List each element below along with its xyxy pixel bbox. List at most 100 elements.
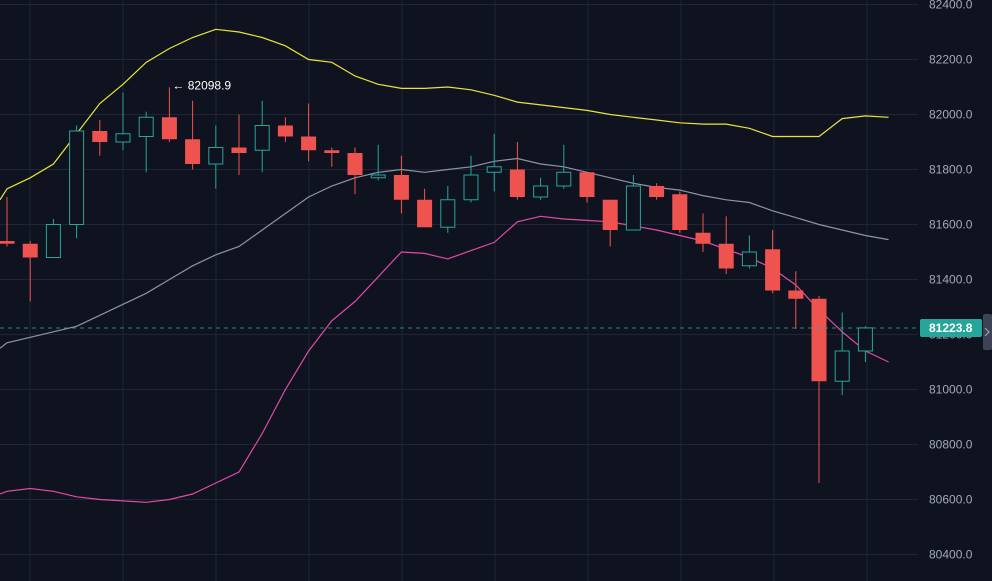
candle-body (69, 130, 85, 225)
candle[interactable] (254, 100, 270, 173)
candle-body (718, 243, 734, 269)
candle[interactable] (625, 175, 641, 231)
candle[interactable] (69, 125, 85, 239)
candle[interactable] (672, 191, 688, 233)
candle-body (231, 147, 247, 153)
axis-scroll-arrow-icon (984, 327, 990, 337)
candle[interactable] (556, 144, 572, 189)
candle[interactable] (533, 177, 549, 200)
current-price-tag-background (920, 318, 982, 337)
axis-scroll-handle[interactable] (983, 314, 992, 350)
candle-body (602, 199, 618, 230)
candle-body (115, 133, 131, 143)
candle[interactable] (463, 155, 479, 203)
candle-body (301, 136, 317, 151)
y-tick-label: 81000.0 (929, 383, 973, 397)
candle[interactable] (370, 144, 386, 181)
candle[interactable] (417, 188, 433, 228)
candle[interactable] (440, 186, 456, 233)
y-tick-label: 82000.0 (929, 108, 973, 122)
lower-band-line (0, 215, 889, 503)
candle-body (324, 150, 340, 153)
candle[interactable] (509, 142, 525, 200)
candle[interactable] (602, 199, 618, 247)
candle[interactable] (741, 235, 757, 269)
candle-body (45, 224, 61, 258)
candle[interactable] (393, 155, 409, 214)
candle-body (277, 125, 293, 137)
candle-body (509, 169, 525, 197)
candle[interactable] (92, 120, 108, 156)
candle[interactable] (486, 133, 502, 192)
candle-body (440, 199, 456, 228)
candle-body (765, 249, 781, 291)
y-tick-label: 80400.0 (929, 548, 973, 562)
candle-body (161, 117, 177, 140)
candle[interactable] (185, 100, 201, 170)
y-tick-label: 81800.0 (929, 163, 973, 177)
candle-body (695, 232, 711, 244)
candle-body (370, 174, 386, 179)
high-marker-label: ← 82098.9 (172, 78, 231, 92)
y-tick-label: 80600.0 (929, 493, 973, 507)
y-tick-label: 82200.0 (929, 53, 973, 67)
candle-body (417, 199, 433, 228)
candle[interactable] (695, 213, 711, 253)
candle-body (347, 153, 363, 175)
candle[interactable] (649, 183, 665, 200)
candle-body (579, 172, 595, 197)
candle-body (788, 290, 804, 299)
candle[interactable] (765, 230, 781, 294)
candle[interactable] (277, 117, 293, 142)
candle[interactable] (301, 103, 317, 162)
candle-body (486, 166, 502, 173)
candle[interactable] (161, 87, 177, 142)
y-tick-label: 80800.0 (929, 438, 973, 452)
candle-body (857, 327, 873, 352)
candle[interactable] (324, 147, 340, 167)
candle[interactable] (138, 111, 154, 173)
candle-body (393, 175, 409, 200)
horizontal-gridlines (0, 4, 918, 555)
candle-body (22, 243, 38, 258)
candle[interactable] (208, 125, 224, 189)
candle-body (0, 241, 15, 244)
y-tick-label: 82400.0 (929, 0, 973, 12)
candle[interactable] (788, 271, 804, 329)
candle-body (533, 185, 549, 198)
candle[interactable] (811, 296, 827, 483)
candle[interactable] (857, 326, 873, 362)
candles-group (0, 87, 873, 483)
candle[interactable] (834, 312, 850, 396)
y-tick-label: 81400.0 (929, 273, 973, 287)
bollinger-bands (0, 28, 889, 503)
current-price-tag: 81223.8 (920, 318, 982, 337)
candle[interactable] (579, 172, 595, 203)
candle[interactable] (45, 219, 61, 258)
candle-body (185, 139, 201, 164)
high-marker: ← 82098.9 (172, 78, 231, 92)
candle[interactable] (115, 92, 131, 151)
candle-body (811, 298, 827, 382)
middle-band-line (0, 157, 889, 349)
candle-body (672, 194, 688, 230)
candle-body (649, 186, 665, 197)
candle-body (625, 185, 641, 231)
upper-band-line (0, 28, 889, 201)
candle[interactable] (347, 147, 363, 195)
candle-body (741, 251, 757, 267)
y-tick-label: 81600.0 (929, 218, 973, 232)
candle-body (138, 116, 154, 137)
candle-body (834, 350, 850, 382)
candle-body (254, 125, 270, 151)
candle-body (208, 147, 224, 165)
candle[interactable] (718, 216, 734, 274)
candle[interactable] (22, 241, 38, 302)
candle[interactable] (231, 114, 247, 176)
candle-body (556, 171, 572, 187)
candle-body (463, 174, 479, 201)
candle[interactable] (0, 197, 15, 247)
current-price-tag-label: 81223.8 (929, 321, 973, 335)
